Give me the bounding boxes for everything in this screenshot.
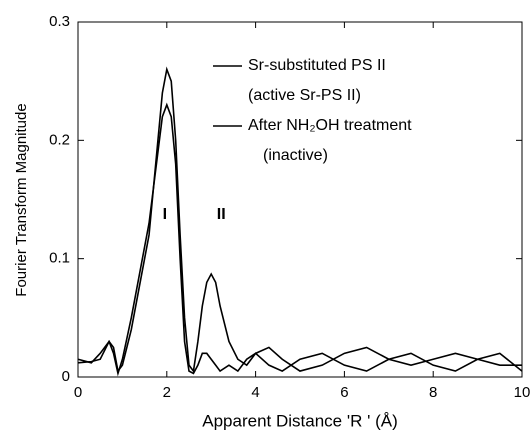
- x-tick-label: 4: [251, 384, 259, 401]
- legend-note: (inactive): [263, 147, 328, 164]
- x-tick-label: 6: [340, 384, 348, 401]
- y-tick-label: 0: [62, 368, 70, 385]
- y-axis-label: Fourier Transform Magnitude: [13, 103, 30, 296]
- y-tick-label: 0.2: [49, 131, 70, 148]
- legend-note: (active Sr-PS II): [248, 87, 361, 104]
- data-line: [77, 102, 522, 377]
- x-tick-label: 0: [74, 384, 82, 401]
- data-line: [77, 66, 523, 374]
- y-tick-label: 0.1: [49, 250, 70, 267]
- x-tick-label: 2: [163, 384, 171, 401]
- x-axis-label: Apparent Distance 'R ' (Å): [202, 411, 397, 430]
- legend-label: After NH₂OH treatment: [248, 117, 412, 134]
- legend-label: Sr-substituted PS II: [248, 57, 386, 74]
- y-tick-label: 0.3: [49, 13, 70, 30]
- annotation: II: [217, 206, 226, 223]
- x-tick-label: 8: [429, 384, 437, 401]
- annotation: I: [163, 206, 167, 223]
- plot-frame: [77, 21, 523, 378]
- x-tick-label: 10: [514, 384, 530, 401]
